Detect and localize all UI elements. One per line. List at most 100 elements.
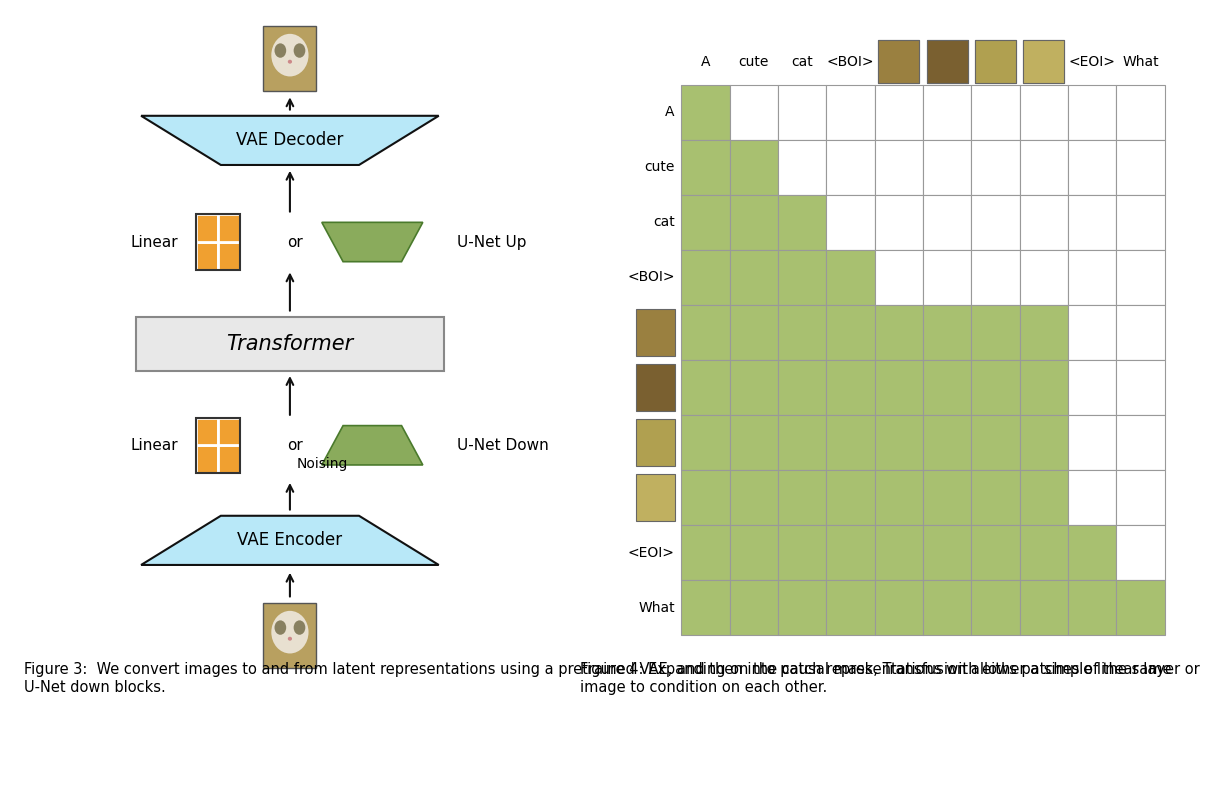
FancyBboxPatch shape	[778, 525, 826, 581]
Text: <EOI>: <EOI>	[1069, 55, 1115, 69]
FancyBboxPatch shape	[875, 140, 923, 195]
Text: Noising: Noising	[296, 457, 348, 471]
FancyBboxPatch shape	[971, 195, 1020, 250]
FancyBboxPatch shape	[1068, 360, 1116, 415]
FancyBboxPatch shape	[196, 418, 219, 446]
FancyBboxPatch shape	[778, 250, 826, 305]
FancyBboxPatch shape	[1068, 415, 1116, 470]
FancyBboxPatch shape	[730, 525, 778, 581]
FancyBboxPatch shape	[1068, 250, 1116, 305]
FancyBboxPatch shape	[923, 140, 971, 195]
FancyBboxPatch shape	[681, 581, 730, 635]
FancyBboxPatch shape	[219, 418, 240, 446]
FancyBboxPatch shape	[826, 581, 875, 635]
FancyBboxPatch shape	[1068, 195, 1116, 250]
FancyBboxPatch shape	[826, 415, 875, 470]
Text: cat: cat	[791, 55, 813, 69]
FancyBboxPatch shape	[923, 360, 971, 415]
FancyBboxPatch shape	[1116, 85, 1165, 140]
Text: A: A	[666, 105, 675, 119]
FancyBboxPatch shape	[196, 446, 219, 473]
Polygon shape	[141, 516, 439, 565]
FancyBboxPatch shape	[1020, 250, 1068, 305]
Ellipse shape	[288, 60, 292, 64]
Text: A: A	[701, 55, 710, 69]
FancyBboxPatch shape	[826, 360, 875, 415]
FancyBboxPatch shape	[923, 525, 971, 581]
FancyBboxPatch shape	[826, 525, 875, 581]
FancyBboxPatch shape	[923, 85, 971, 140]
Text: cute: cute	[644, 160, 675, 175]
Text: VAE Decoder: VAE Decoder	[237, 131, 343, 149]
Text: <EOI>: <EOI>	[628, 546, 675, 560]
FancyBboxPatch shape	[681, 360, 730, 415]
FancyBboxPatch shape	[730, 85, 778, 140]
Polygon shape	[141, 116, 439, 165]
FancyBboxPatch shape	[923, 470, 971, 525]
FancyBboxPatch shape	[1020, 360, 1068, 415]
FancyBboxPatch shape	[875, 85, 923, 140]
FancyBboxPatch shape	[778, 85, 826, 140]
FancyBboxPatch shape	[923, 250, 971, 305]
Text: U-Net Up: U-Net Up	[458, 235, 527, 250]
FancyBboxPatch shape	[778, 140, 826, 195]
FancyBboxPatch shape	[1116, 360, 1165, 415]
FancyBboxPatch shape	[1020, 470, 1068, 525]
FancyBboxPatch shape	[135, 317, 445, 371]
FancyBboxPatch shape	[971, 305, 1020, 360]
FancyBboxPatch shape	[971, 581, 1020, 635]
FancyBboxPatch shape	[730, 581, 778, 635]
Text: Figure 4: Expanding on the causal mask, Transfusion allows patches of the same i: Figure 4: Expanding on the causal mask, …	[580, 662, 1172, 695]
FancyBboxPatch shape	[971, 470, 1020, 525]
Text: <BOI>: <BOI>	[826, 55, 875, 69]
FancyBboxPatch shape	[826, 85, 875, 140]
FancyBboxPatch shape	[778, 195, 826, 250]
Text: Figure 3:  We convert images to and from latent representations using a pretrain: Figure 3: We convert images to and from …	[24, 662, 1200, 695]
FancyBboxPatch shape	[826, 470, 875, 525]
FancyBboxPatch shape	[1116, 525, 1165, 581]
FancyBboxPatch shape	[1020, 305, 1068, 360]
FancyBboxPatch shape	[778, 581, 826, 635]
Ellipse shape	[294, 43, 306, 58]
Ellipse shape	[272, 34, 308, 77]
FancyBboxPatch shape	[681, 470, 730, 525]
FancyBboxPatch shape	[1116, 470, 1165, 525]
FancyBboxPatch shape	[1116, 195, 1165, 250]
FancyBboxPatch shape	[1116, 305, 1165, 360]
FancyBboxPatch shape	[681, 195, 730, 250]
FancyBboxPatch shape	[875, 360, 923, 415]
FancyBboxPatch shape	[1020, 195, 1068, 250]
Text: What: What	[638, 601, 675, 615]
FancyBboxPatch shape	[826, 305, 875, 360]
FancyBboxPatch shape	[1068, 581, 1116, 635]
FancyBboxPatch shape	[1068, 305, 1116, 360]
Text: What: What	[1122, 55, 1158, 69]
FancyBboxPatch shape	[681, 305, 730, 360]
FancyBboxPatch shape	[875, 470, 923, 525]
FancyBboxPatch shape	[637, 419, 675, 466]
Text: cat: cat	[654, 216, 675, 229]
FancyBboxPatch shape	[730, 195, 778, 250]
FancyBboxPatch shape	[927, 40, 968, 83]
FancyBboxPatch shape	[730, 415, 778, 470]
FancyBboxPatch shape	[971, 360, 1020, 415]
FancyBboxPatch shape	[875, 195, 923, 250]
FancyBboxPatch shape	[637, 309, 675, 356]
FancyBboxPatch shape	[923, 415, 971, 470]
FancyBboxPatch shape	[875, 525, 923, 581]
FancyBboxPatch shape	[923, 581, 971, 635]
FancyBboxPatch shape	[730, 470, 778, 525]
FancyBboxPatch shape	[875, 250, 923, 305]
FancyBboxPatch shape	[971, 140, 1020, 195]
FancyBboxPatch shape	[637, 364, 675, 411]
FancyBboxPatch shape	[1068, 525, 1116, 581]
Text: U-Net Down: U-Net Down	[458, 438, 550, 453]
FancyBboxPatch shape	[730, 305, 778, 360]
FancyBboxPatch shape	[971, 85, 1020, 140]
FancyBboxPatch shape	[219, 446, 240, 473]
FancyBboxPatch shape	[826, 195, 875, 250]
Text: Linear: Linear	[130, 235, 179, 250]
FancyBboxPatch shape	[1020, 581, 1068, 635]
FancyBboxPatch shape	[927, 40, 968, 83]
FancyBboxPatch shape	[1023, 40, 1064, 83]
